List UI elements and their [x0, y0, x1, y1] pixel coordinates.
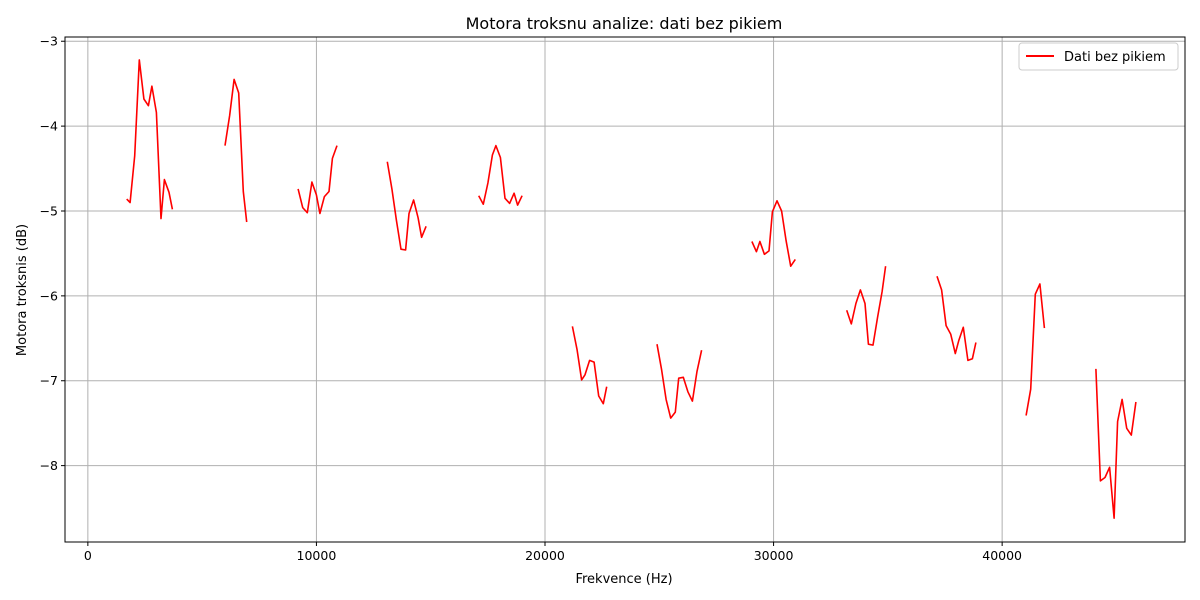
series-line-segment — [386, 161, 427, 251]
x-tick-label: 0 — [84, 548, 92, 563]
series-line-segment — [656, 344, 703, 419]
x-axis-label: Frekvence (Hz) — [575, 572, 672, 587]
x-tick-label: 30000 — [754, 548, 794, 563]
series-line-segment — [224, 78, 248, 223]
grid — [65, 37, 1185, 542]
y-tick-label: −3 — [40, 34, 58, 49]
x-tick-label: 10000 — [297, 548, 337, 563]
legend-label: Dati bez pikiem — [1064, 50, 1166, 65]
series-line-segment — [1025, 283, 1046, 416]
series-line-segment — [845, 266, 887, 346]
series-line-segment — [571, 326, 608, 405]
legend-box — [1018, 42, 1179, 71]
plot-frame — [64, 36, 1186, 543]
legend: Dati bez pikiem — [1018, 42, 1179, 71]
y-tick-label: −5 — [40, 203, 58, 218]
y-tick-label: −8 — [40, 458, 58, 473]
series-line-segment — [297, 145, 338, 215]
series-line-segment — [126, 59, 174, 220]
axis-ticks: 0 10000 20000 30000 40000 −8 −7 −6 −5 −4 −3 — [40, 34, 1023, 563]
x-tick-label: 20000 — [525, 548, 565, 563]
y-axis-label: Motora troksnis (dB) — [15, 224, 30, 356]
y-tick-label: −7 — [40, 373, 58, 388]
series-lines — [126, 59, 1137, 520]
series-line-segment — [751, 200, 796, 268]
x-tick-label: 40000 — [982, 548, 1022, 563]
y-tick-label: −6 — [40, 288, 58, 303]
chart-title: Motora troksnu analize: dati bez pikiem — [466, 14, 783, 33]
series-line-segment — [936, 276, 977, 362]
y-tick-label: −4 — [40, 119, 58, 134]
series-line-segment — [1095, 368, 1137, 520]
series-line-segment — [477, 144, 523, 206]
